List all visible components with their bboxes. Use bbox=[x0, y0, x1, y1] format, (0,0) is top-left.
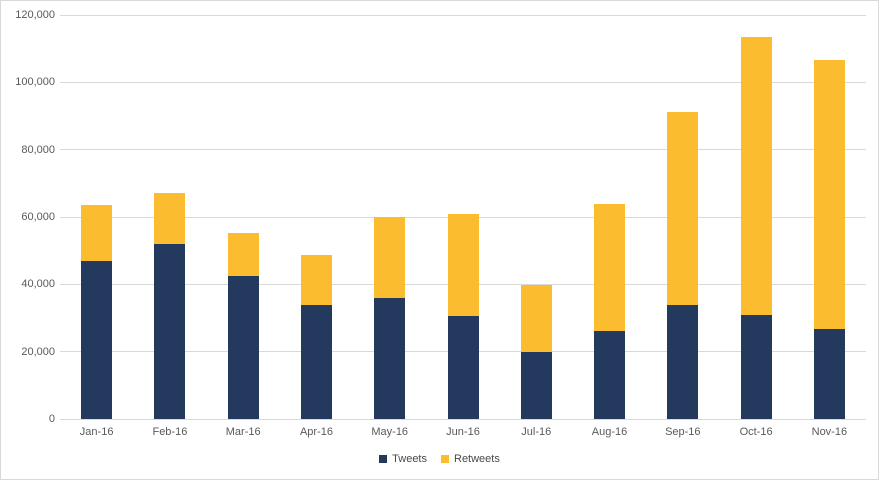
x-tick-label: Oct-16 bbox=[739, 426, 773, 438]
y-tick-label: 80,000 bbox=[21, 143, 55, 156]
x-tick-label: May-16 bbox=[371, 426, 409, 438]
legend-item-retweets: Retweets bbox=[441, 453, 500, 465]
bar-jul-16-retweets bbox=[520, 285, 552, 353]
bar-nov-16-tweets bbox=[813, 329, 845, 419]
legend-swatch-tweets bbox=[379, 455, 388, 463]
y-tick-label: 40,000 bbox=[21, 278, 55, 291]
legend-item-tweets: Tweets bbox=[379, 453, 427, 465]
y-tick-label: 100,000 bbox=[15, 76, 55, 89]
bar-sep-16-tweets bbox=[667, 304, 699, 419]
bar-sep-16-retweets bbox=[667, 111, 699, 305]
bar-jan-16-retweets bbox=[81, 205, 113, 261]
x-tick-label: Jul-16 bbox=[521, 426, 552, 438]
bar-may-16-tweets bbox=[374, 297, 406, 419]
gridline bbox=[60, 14, 866, 16]
bar-nov-16-retweets bbox=[813, 60, 845, 330]
bar-feb-16-retweets bbox=[154, 193, 186, 244]
bar-oct-16-tweets bbox=[740, 315, 772, 419]
legend-swatch-retweets bbox=[441, 455, 449, 463]
bar-jun-16-retweets bbox=[447, 213, 479, 316]
bar-mar-16-retweets bbox=[227, 233, 259, 276]
x-tick-label: Apr-16 bbox=[299, 426, 333, 438]
y-tick-label: 0 bbox=[48, 413, 55, 425]
legend: Tweets Retweets bbox=[1, 453, 878, 465]
legend-label: Tweets bbox=[392, 453, 427, 465]
x-tick-label: Sep-16 bbox=[665, 426, 701, 438]
y-tick-label: 120,000 bbox=[15, 9, 55, 21]
x-tick-label: Aug-16 bbox=[591, 426, 628, 438]
bar-aug-16-retweets bbox=[594, 203, 626, 332]
bar-apr-16-retweets bbox=[300, 255, 332, 305]
bar-aug-16-tweets bbox=[594, 331, 626, 419]
y-tick-label: 60,000 bbox=[21, 211, 55, 223]
gridline bbox=[60, 149, 866, 151]
x-tick-label: Jun-16 bbox=[446, 426, 480, 438]
legend-label: Retweets bbox=[454, 453, 500, 465]
y-tick-label: 20,000 bbox=[21, 345, 55, 358]
bar-feb-16-tweets bbox=[154, 243, 186, 419]
bar-apr-16-tweets bbox=[300, 304, 332, 419]
x-tick-label: Nov-16 bbox=[811, 426, 848, 438]
x-axis-line bbox=[60, 418, 866, 420]
x-tick-label: Jan-16 bbox=[79, 426, 114, 438]
bar-oct-16-retweets bbox=[740, 36, 772, 316]
bar-mar-16-tweets bbox=[227, 275, 259, 419]
bar-may-16-retweets bbox=[374, 217, 406, 298]
bar-jan-16-tweets bbox=[81, 260, 113, 419]
bar-jul-16-tweets bbox=[520, 352, 552, 419]
gridline bbox=[60, 81, 866, 83]
x-tick-label: Feb-16 bbox=[152, 426, 188, 438]
x-tick-label: Mar-16 bbox=[225, 426, 261, 438]
bar-jun-16-tweets bbox=[447, 315, 479, 419]
